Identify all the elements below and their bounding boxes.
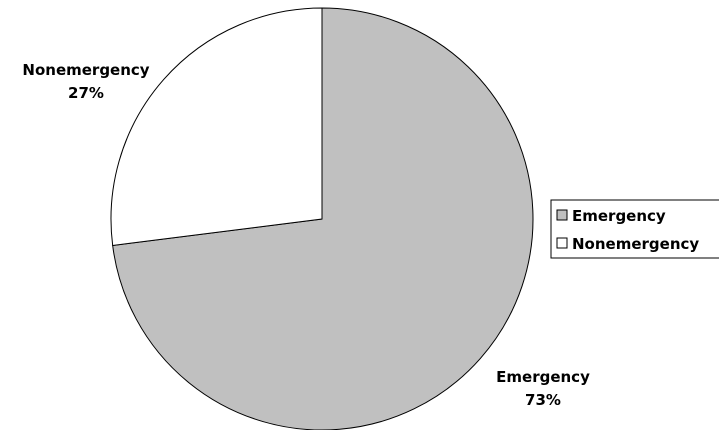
legend-entry-nonemergency: Nonemergency (556, 235, 699, 253)
pie-slice-nonemergency (110, 7, 323, 247)
legend-box (550, 199, 719, 259)
legend-swatch-emergency (556, 209, 568, 221)
data-label-emergency-name: Emergency (496, 368, 590, 386)
data-label-nonemergency-name: Nonemergency (22, 61, 149, 79)
legend-entry-emergency: Emergency (556, 207, 666, 225)
data-label-nonemergency-percent: 27% (68, 84, 104, 102)
legend-swatch-nonemergency (556, 237, 568, 249)
pie-slices (110, 7, 534, 430)
legend-label-emergency: Emergency (572, 207, 666, 225)
pie-slice-emergency (112, 7, 534, 430)
data-label-emergency-percent: 73% (525, 391, 561, 409)
legend: Emergency Nonemergency (550, 199, 719, 259)
legend-label-nonemergency: Nonemergency (572, 235, 699, 253)
data-label-nonemergency: Nonemergency 27% (22, 61, 149, 102)
data-label-emergency: Emergency 73% (496, 368, 590, 409)
